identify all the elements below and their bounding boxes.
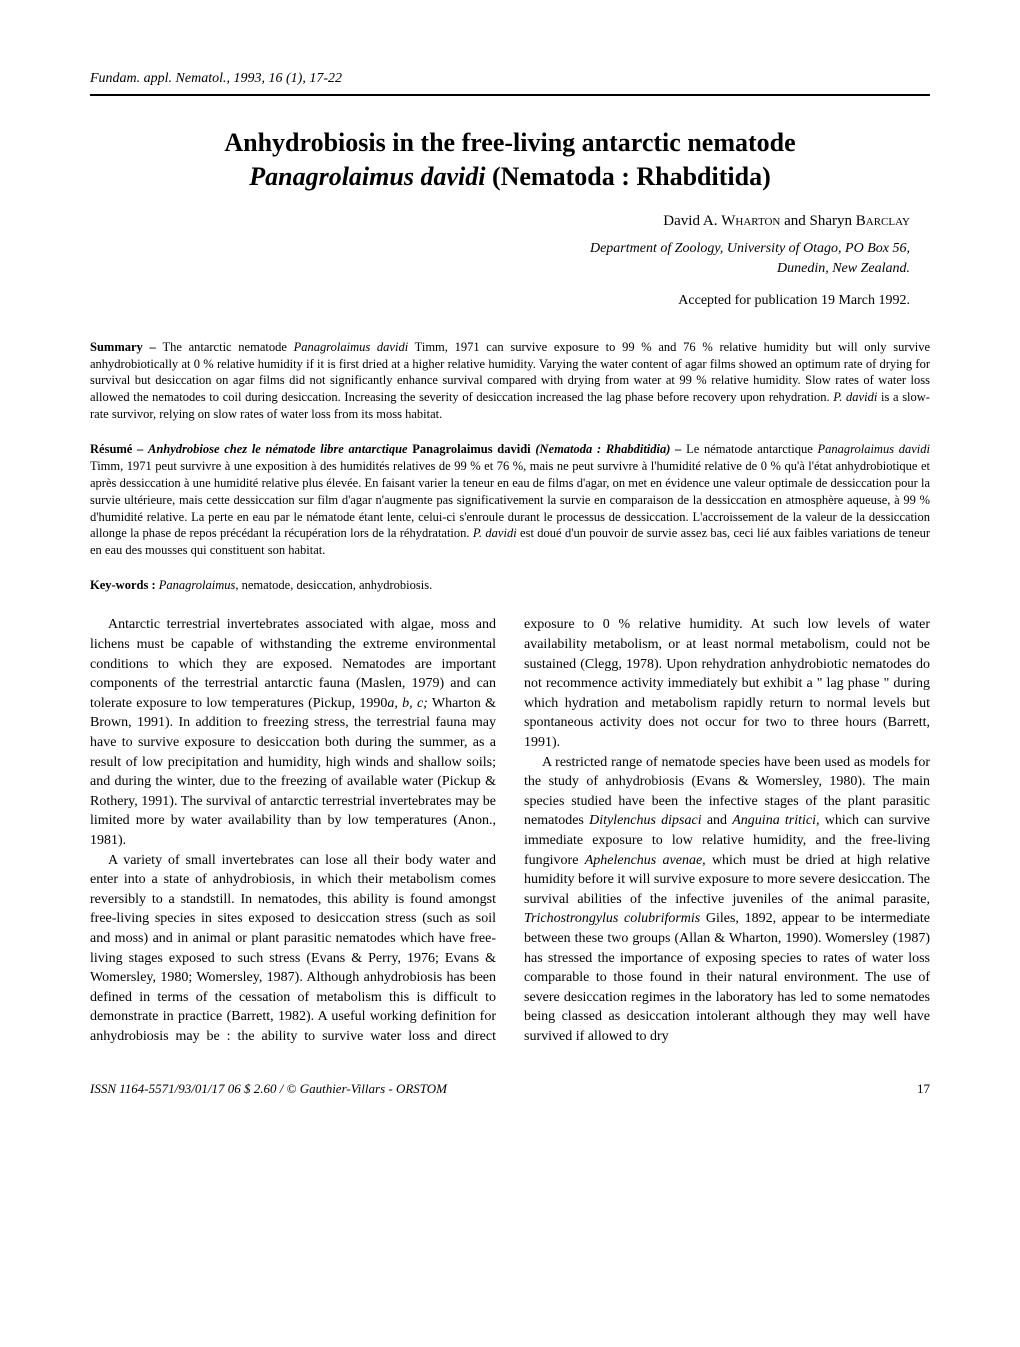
author-surname1: Wharton [721, 213, 780, 229]
resume-text1: Le nématode antarctique [686, 442, 817, 456]
page-footer: ISSN 1164-5571/93/01/17 06 $ 2.60 / © Ga… [90, 1081, 930, 1098]
resume-label: Résumé – [90, 442, 148, 456]
keywords-text: nematode, desiccation, anhydrobiosis. [239, 578, 433, 592]
accepted-date: Accepted for publication 19 March 1992. [90, 292, 930, 310]
body-paragraph-3: A restricted range of nematode species h… [524, 753, 930, 1047]
p1-b: Wharton & Brown, 1991). In addition to f… [90, 696, 496, 848]
summary-label: Summary – [90, 340, 162, 354]
p3-i3: Aphelenchus avenae, [585, 853, 706, 868]
p3-i4: Trichostrongylus colubriformis [524, 911, 700, 926]
resume-title-part1: Anhydrobiose chez le nématode libre anta… [148, 442, 412, 456]
p1-i1: a, b, c; [387, 696, 427, 711]
author-surname2: Barclay [856, 213, 910, 229]
keywords-genus: Panagrolaimus, [159, 578, 239, 592]
p3-e: Giles, 1892, appear to be intermediate b… [524, 911, 930, 1044]
title-taxonomy: (Nematoda : Rhabditida) [485, 162, 770, 191]
resume-species2: P. davidi [473, 526, 517, 540]
p3-b: and [702, 813, 733, 828]
body-paragraph-1: Antarctic terrestrial invertebrates asso… [90, 615, 496, 850]
affiliation-line2: Dunedin, New Zealand. [777, 261, 910, 276]
resume-block: Résumé – Anhydrobiose chez le nématode l… [90, 441, 930, 559]
journal-header: Fundam. appl. Nematol., 1993, 16 (1), 17… [90, 70, 930, 96]
authors: David A. Wharton and Sharyn Barclay [90, 212, 930, 232]
p3-i2: Anguina tritici, [732, 813, 819, 828]
summary-text1: The antarctic nematode [162, 340, 293, 354]
affiliation-line1: Department of Zoology, University of Ota… [590, 241, 910, 256]
page-number: 17 [917, 1081, 930, 1098]
author-first: David A. [663, 213, 721, 229]
summary-species1: Panagrolaimus davidi [294, 340, 409, 354]
keywords-label: Key-words : [90, 578, 159, 592]
body-text: Antarctic terrestrial invertebrates asso… [90, 615, 930, 1046]
keywords-block: Key-words : Panagrolaimus, nematode, des… [90, 577, 930, 593]
author-and: and Sharyn [780, 213, 855, 229]
summary-species2: P. davidi [833, 390, 877, 404]
resume-species-bold: Panagrolaimus davidi [412, 442, 535, 456]
title-species: Panagrolaimus davidi [249, 162, 485, 191]
article-title: Anhydrobiosis in the free-living antarct… [90, 126, 930, 194]
summary-block: Summary – The antarctic nematode Panagro… [90, 339, 930, 423]
title-line1: Anhydrobiosis in the free-living antarct… [224, 128, 795, 157]
p3-i1: Ditylenchus dipsaci [589, 813, 702, 828]
footer-issn: ISSN 1164-5571/93/01/17 06 $ 2.60 / © Ga… [90, 1081, 447, 1098]
affiliation: Department of Zoology, University of Ota… [90, 239, 930, 278]
resume-taxonomy-bold: (Nematoda : Rhabditidia) – [535, 442, 686, 456]
resume-species1: Panagrolaimus davidi [817, 442, 930, 456]
